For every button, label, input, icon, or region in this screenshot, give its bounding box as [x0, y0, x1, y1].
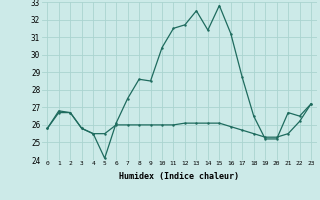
X-axis label: Humidex (Indice chaleur): Humidex (Indice chaleur): [119, 172, 239, 181]
